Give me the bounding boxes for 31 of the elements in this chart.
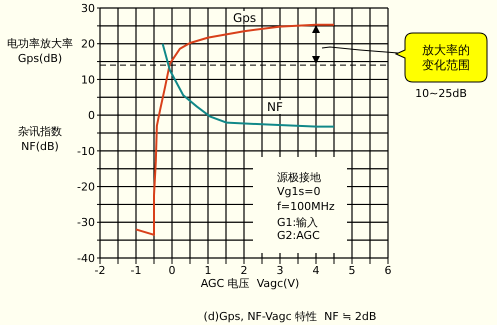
x-tick-label: 1 [204, 264, 212, 277]
text: 放大率的变化范围 [421, 43, 471, 73]
y-tick-label: 0 [88, 109, 95, 122]
y-tick-label: 20 [81, 38, 95, 51]
x-axis-title: AGC 电压 Vagc(V) [200, 276, 300, 291]
annotation: G2:AGC [277, 229, 320, 242]
y-tick-label: -40 [77, 252, 95, 265]
line-series [162, 42, 335, 128]
x-tick-label: 3 [276, 264, 284, 277]
series-label: NF [266, 100, 284, 114]
x-tick-label: 0 [168, 264, 176, 277]
text: (d)Gps, NF-Vagc 特性 NF ≒ 2dB [202, 309, 378, 324]
y-axis-title: 电功率放大率 Gps(dB) [6, 36, 74, 66]
y-tick-label: -20 [77, 180, 95, 194]
annotation: Vg1s=0 [277, 185, 320, 198]
x-tick-label: -2 [94, 264, 106, 277]
x-tick-label: 6 [384, 264, 392, 277]
annotation: 源极接地 [277, 170, 321, 185]
annotation: f=100MHz [277, 200, 335, 213]
x-tick-label: 2 [240, 264, 248, 277]
annotation: G1:输入 [277, 215, 318, 230]
text: 杂讯指数 NF(dB) [17, 124, 63, 153]
text: 10~25dB [414, 87, 468, 100]
y-tick-label: 10 [81, 73, 95, 86]
x-tick-label: 4 [312, 264, 320, 277]
y-tick-label: -30 [77, 216, 95, 230]
y-tick-label: 30 [81, 2, 95, 15]
x-tick-label: -1 [130, 264, 142, 277]
y-tick-label: -10 [77, 144, 95, 158]
series-label: Gps [232, 11, 258, 25]
x-tick-label: 5 [348, 264, 356, 277]
